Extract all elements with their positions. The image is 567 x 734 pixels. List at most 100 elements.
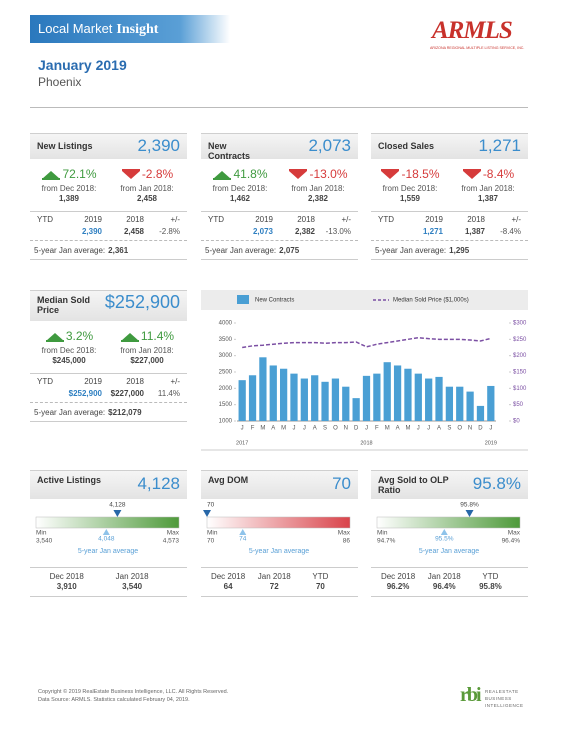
change-row: 3.2% xyxy=(30,329,108,343)
change-percent: -8.4% xyxy=(482,167,515,181)
gauge-average-marker xyxy=(102,529,110,535)
change-percent: -13.0% xyxy=(309,167,348,181)
header-band xyxy=(30,15,230,43)
bar xyxy=(487,385,495,421)
x-tick-label: J xyxy=(417,426,420,432)
card-bottom xyxy=(371,259,528,260)
trend-arrow xyxy=(462,168,481,179)
bar xyxy=(269,365,277,421)
x-tick-label: A xyxy=(271,426,275,432)
x-tick-label: F xyxy=(251,426,255,432)
history-label: YTD xyxy=(482,572,499,581)
history-value: 96.2% xyxy=(386,582,410,591)
ytd-value: -2.8% xyxy=(159,227,180,236)
separator xyxy=(201,211,358,212)
history-value: 72 xyxy=(269,582,279,591)
change-label: from Dec 2018: xyxy=(41,346,97,355)
change-label: from Dec 2018: xyxy=(212,184,268,193)
gauge-max-label: Max xyxy=(508,530,521,537)
gauge-current-label: 4,128 xyxy=(109,502,126,509)
bar xyxy=(456,386,464,421)
year-label: 2018 xyxy=(360,440,372,446)
separator xyxy=(201,567,358,568)
ytd-value: -8.4% xyxy=(500,227,521,236)
footer-logo-caption: INTELLIGENCE xyxy=(485,703,524,708)
ytd-header: YTD xyxy=(378,215,394,224)
history-label: Dec 2018 xyxy=(49,572,84,581)
y2-tick-label: $250 xyxy=(513,337,527,343)
gauge-current-label: 70 xyxy=(207,502,215,509)
y-tick-label: 1000 xyxy=(219,419,233,425)
y-tick-label: 3500 xyxy=(219,337,233,343)
change-percent: -18.5% xyxy=(401,167,440,181)
card-header xyxy=(371,470,528,499)
separator xyxy=(30,211,187,212)
ytd-header: YTD xyxy=(208,215,224,224)
change-base: 2,458 xyxy=(136,194,158,203)
bar xyxy=(445,386,454,421)
history-label: Dec 2018 xyxy=(380,572,416,581)
history-label: Jan 2018 xyxy=(427,572,461,581)
arrow-stem xyxy=(120,339,139,342)
ytd-header: 2019 xyxy=(425,215,443,224)
bar xyxy=(321,381,329,421)
history-label: Dec 2018 xyxy=(210,572,246,581)
average-line: 5-year Jan average: 2,361 xyxy=(34,246,128,255)
legend-swatch xyxy=(237,295,249,304)
metric-card: New Contracts 2,073 41.8% from Dec 2018: 1,4… xyxy=(201,133,358,266)
card-header xyxy=(201,133,358,159)
change-percent: -2.8% xyxy=(141,167,174,181)
y-tick-label: 1500 xyxy=(219,402,233,408)
separator xyxy=(30,567,187,568)
average-value: $212,079 xyxy=(108,408,142,417)
footer-logo-caption: REALESTATE xyxy=(485,689,519,694)
x-tick-label: A xyxy=(396,426,400,432)
bar xyxy=(238,380,246,421)
change-label: from Dec 2018: xyxy=(382,184,438,193)
change-label: from Jan 2018: xyxy=(461,184,515,193)
gauge-min-value: 94.7% xyxy=(377,538,396,545)
ytd-header: +/- xyxy=(170,377,180,386)
ytd-header: YTD xyxy=(37,215,53,224)
history-value: 64 xyxy=(223,582,233,591)
y2-tick-label: $50 xyxy=(513,402,524,408)
gauge-average-label: 74 xyxy=(239,536,247,543)
data-source: Data Source: ARMLS. Statistics calculate… xyxy=(38,697,190,703)
average-line: 5-year Jan average: $212,079 xyxy=(34,408,142,417)
y-tick-label: 3000 xyxy=(219,353,233,359)
x-tick-label: S xyxy=(447,426,451,432)
gauge-current-marker xyxy=(465,510,474,517)
ytd-value: 1,387 xyxy=(464,227,485,236)
arrow-shape xyxy=(462,170,481,179)
gauge-min-label: Min xyxy=(36,530,47,537)
gauge-max-label: Max xyxy=(167,530,180,537)
arrow-shape xyxy=(45,332,64,341)
gauge-card: Active Listings 4,128 4,128 4,048 Min 3,540 Ma… xyxy=(30,470,187,598)
arrow-stem xyxy=(45,339,64,342)
change-base: 1,559 xyxy=(399,194,421,203)
ytd-header: 2019 xyxy=(255,215,273,224)
bar xyxy=(393,365,402,421)
change-base: 1,387 xyxy=(477,194,499,203)
average-label: 5-year Jan average: xyxy=(375,246,447,255)
x-tick-label: J xyxy=(365,426,368,432)
x-tick-label: D xyxy=(354,426,359,432)
separator xyxy=(371,211,528,212)
card-bottom xyxy=(201,259,358,260)
ytd-header: YTD xyxy=(37,377,53,386)
year-label: 2019 xyxy=(485,440,497,446)
gauge-max-label: Max xyxy=(338,530,351,537)
ytd-header: 2018 xyxy=(297,215,315,224)
history-value: 3,910 xyxy=(56,582,77,591)
change-label: from Dec 2018: xyxy=(41,184,97,193)
x-tick-label: O xyxy=(457,426,462,432)
arrow-shape xyxy=(381,170,400,179)
change-base: $245,000 xyxy=(52,356,86,365)
ytd-header: 2018 xyxy=(467,215,485,224)
card-value: 70 xyxy=(332,474,351,493)
average-label: 5-year Jan average: xyxy=(205,246,277,255)
card-header xyxy=(30,290,187,321)
gauge-min-label: Min xyxy=(207,530,218,537)
